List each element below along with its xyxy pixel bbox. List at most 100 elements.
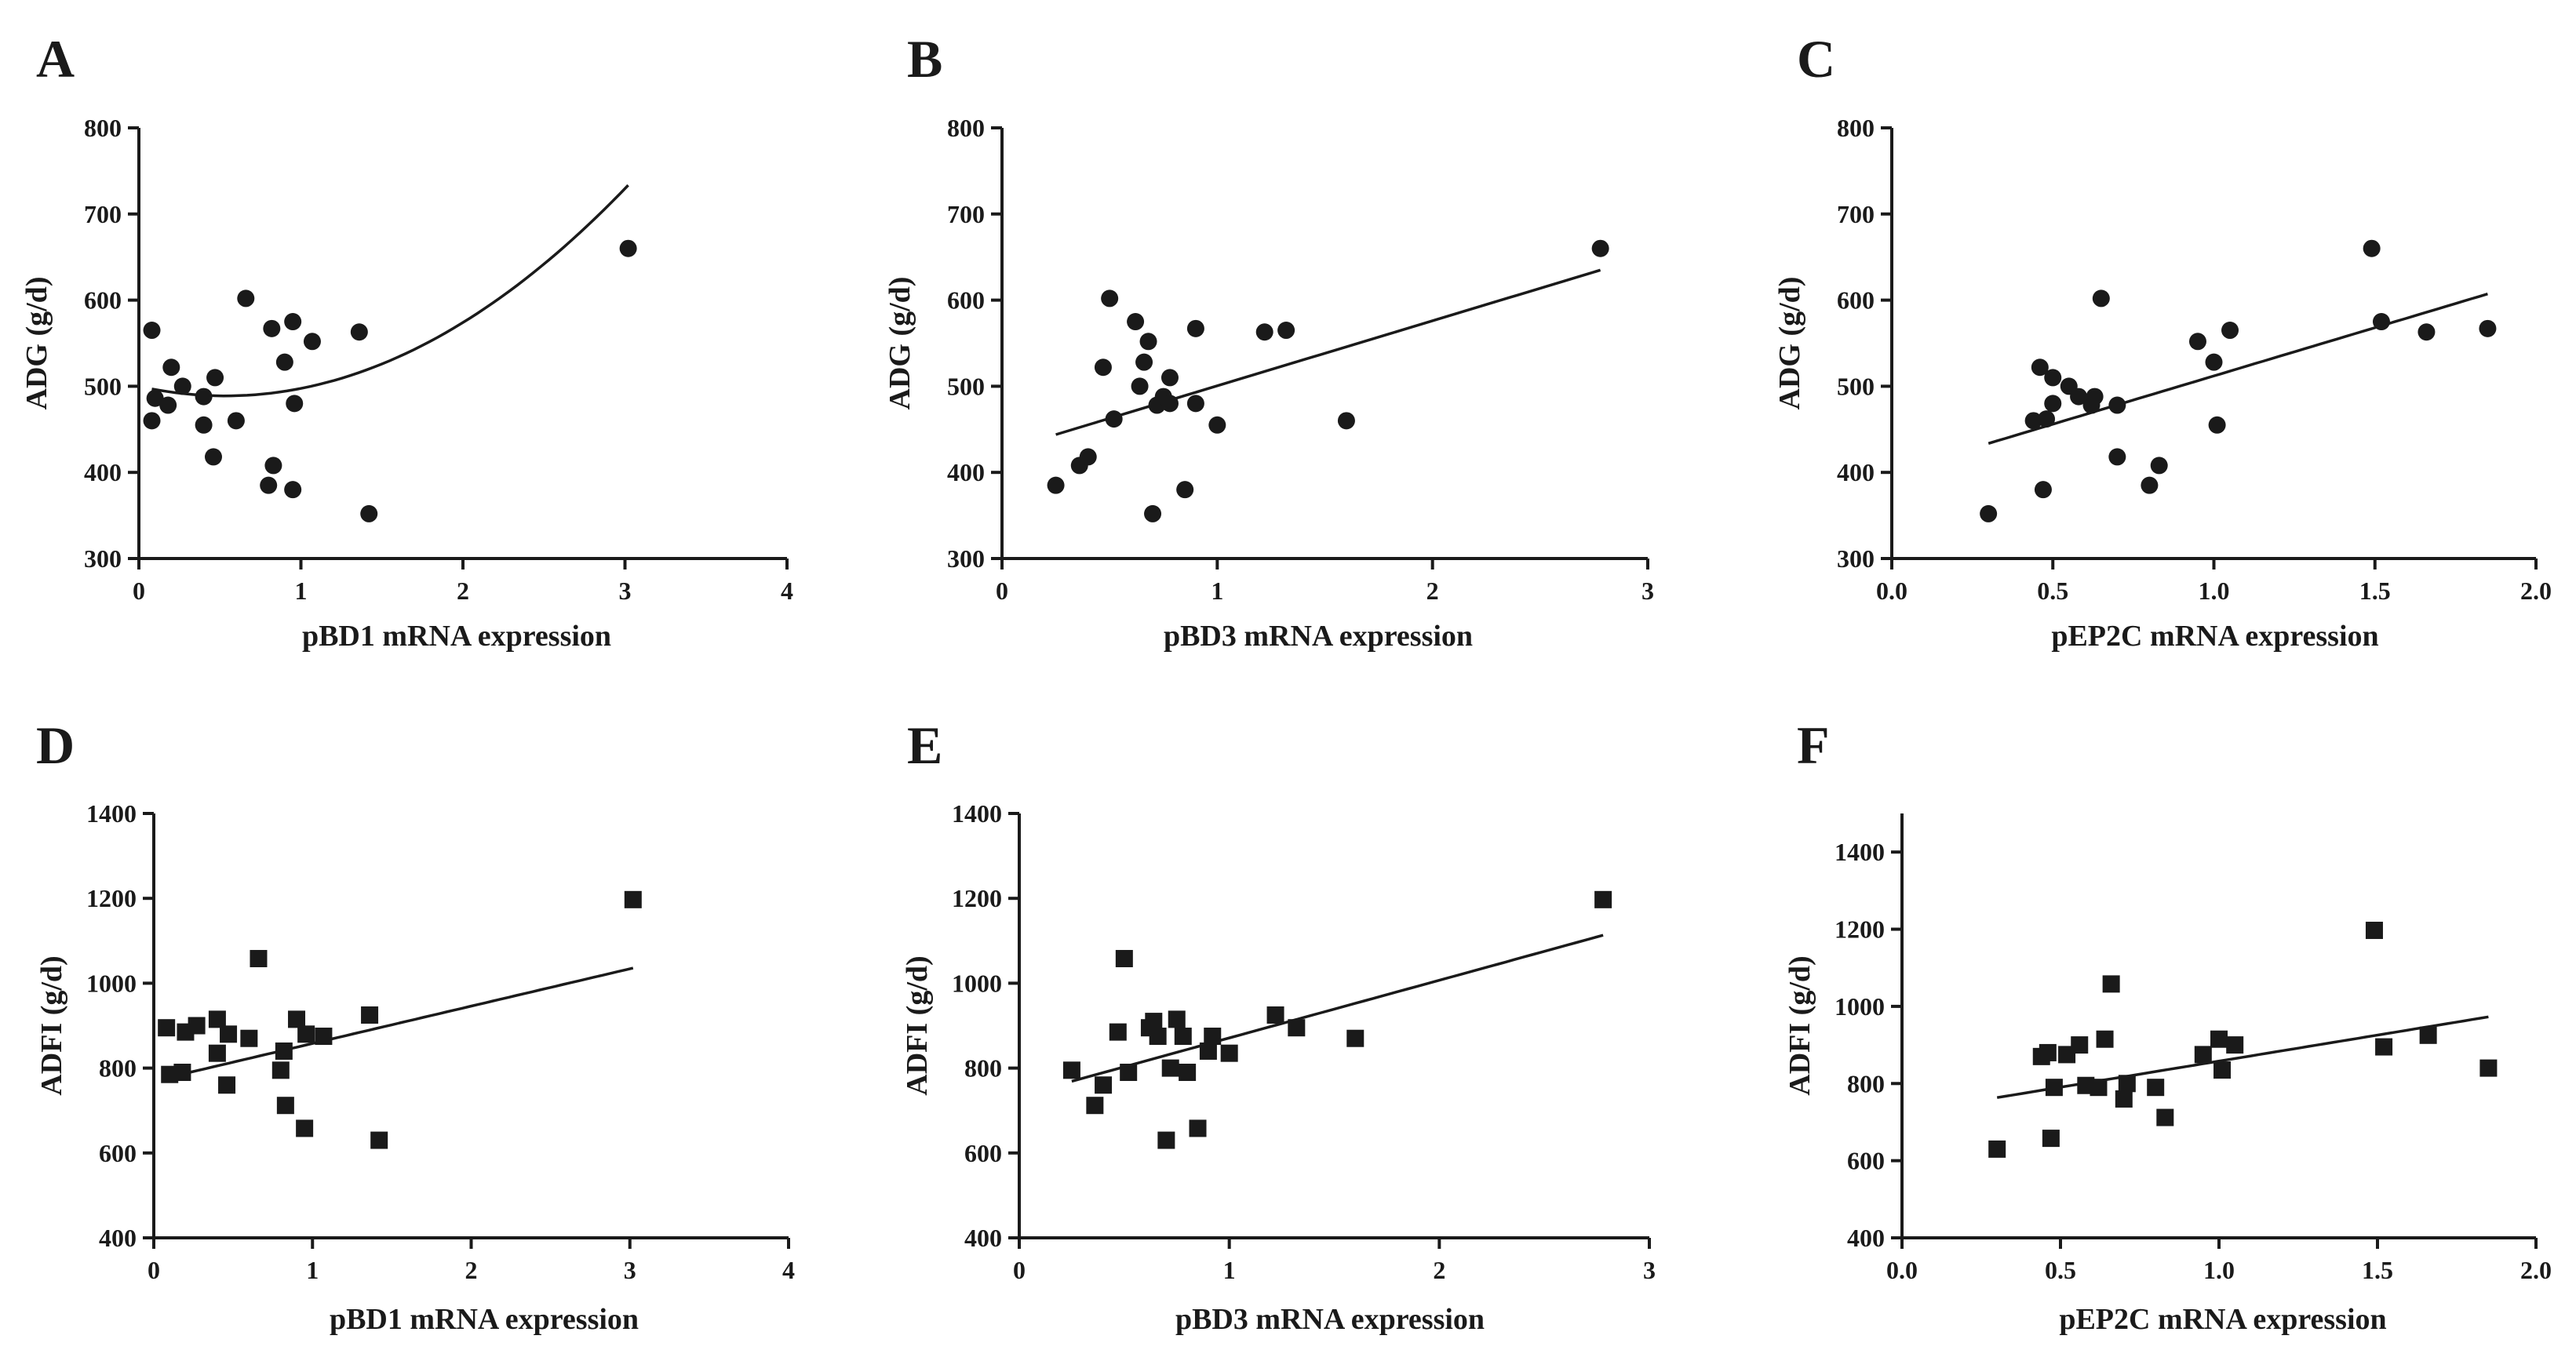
data-point bbox=[1160, 369, 1179, 387]
data-point bbox=[208, 1044, 226, 1062]
data-point bbox=[2096, 1030, 2114, 1048]
regression-line bbox=[1071, 933, 1604, 1083]
data-point bbox=[297, 1025, 315, 1043]
data-point bbox=[206, 369, 224, 387]
x-tick-label: 2 bbox=[465, 1256, 478, 1284]
regression-line bbox=[166, 966, 634, 1079]
x-tick-label: 3 bbox=[1641, 577, 1654, 605]
data-point bbox=[1980, 504, 1998, 522]
x-tick-label: 1.5 bbox=[2362, 1256, 2393, 1284]
y-tick-label: 300 bbox=[947, 544, 985, 573]
data-point bbox=[143, 322, 161, 340]
x-axis-title: pBD3 mRNA expression bbox=[1175, 1303, 1485, 1336]
x-tick-label: 2 bbox=[1426, 577, 1439, 605]
y-axis-title: ADFI (g/d) bbox=[1784, 955, 1816, 1095]
data-point bbox=[1277, 322, 1295, 340]
y-tick-label: 400 bbox=[964, 1224, 1002, 1252]
data-point bbox=[1145, 1013, 1163, 1031]
y-tick-label: 400 bbox=[947, 458, 985, 486]
data-point bbox=[195, 388, 213, 406]
data-point bbox=[1199, 1042, 1217, 1060]
data-point bbox=[1120, 1064, 1138, 1082]
y-tick-label: 600 bbox=[84, 286, 122, 315]
data-point bbox=[1591, 239, 1609, 257]
data-point bbox=[2221, 322, 2239, 340]
y-tick-label: 500 bbox=[1837, 372, 1875, 400]
data-point bbox=[227, 412, 245, 430]
data-point bbox=[1176, 481, 1194, 499]
data-point bbox=[1149, 1028, 1167, 1046]
y-tick-label: 300 bbox=[1837, 544, 1875, 573]
data-point bbox=[370, 1131, 388, 1149]
x-tick-label: 1 bbox=[1211, 577, 1223, 605]
y-tick-label: 400 bbox=[1847, 1224, 1885, 1252]
x-tick-label: 3 bbox=[624, 1256, 636, 1284]
y-axis-title: ADG (g/d) bbox=[884, 277, 916, 410]
data-point bbox=[2031, 358, 2049, 377]
data-point bbox=[2102, 975, 2120, 993]
data-point bbox=[1105, 410, 1123, 428]
y-tick-label: 700 bbox=[1837, 200, 1875, 228]
data-point bbox=[275, 1042, 293, 1060]
data-point bbox=[2213, 1061, 2232, 1079]
data-point bbox=[286, 395, 304, 413]
data-point bbox=[1594, 890, 1612, 908]
data-point bbox=[2034, 481, 2052, 499]
data-point bbox=[361, 1006, 379, 1024]
y-tick-label: 400 bbox=[1837, 458, 1875, 486]
data-point bbox=[2150, 457, 2168, 475]
x-axis-title: pBD1 mRNA expression bbox=[302, 620, 611, 653]
x-axis-title: pBD1 mRNA expression bbox=[330, 1303, 639, 1336]
data-point bbox=[2363, 239, 2381, 257]
y-tick-label: 1000 bbox=[952, 969, 1002, 997]
data-point bbox=[303, 333, 321, 351]
data-point bbox=[360, 504, 378, 522]
y-tick-label: 700 bbox=[947, 200, 985, 228]
panel-f: F 400 600 800 1000 1200 1400 0.0 0.5 1.0 1.5 2.0 pEP… bbox=[1784, 715, 2552, 1336]
data-point bbox=[1115, 950, 1133, 968]
data-point bbox=[264, 457, 282, 475]
panel-letter: E bbox=[907, 715, 942, 775]
y-tick-label: 800 bbox=[947, 114, 985, 142]
data-point bbox=[2118, 1075, 2136, 1093]
y-tick-label: 500 bbox=[947, 372, 985, 400]
y-tick-label: 1000 bbox=[1835, 992, 1885, 1021]
x-tick-label: 0.0 bbox=[1886, 1256, 1918, 1284]
data-point bbox=[1186, 395, 1204, 413]
data-point bbox=[2479, 319, 2497, 337]
data-point bbox=[2044, 369, 2062, 387]
y-tick-label: 1400 bbox=[952, 799, 1002, 828]
x-tick-label: 2.0 bbox=[2520, 1256, 2552, 1284]
y-tick-label: 1000 bbox=[86, 969, 137, 997]
data-point bbox=[315, 1028, 333, 1046]
data-point bbox=[1131, 377, 1149, 395]
panel-letter: D bbox=[36, 715, 75, 775]
data-point bbox=[2156, 1108, 2174, 1126]
data-point bbox=[204, 448, 222, 466]
x-tick-label: 2 bbox=[1433, 1256, 1445, 1284]
data-point bbox=[1255, 323, 1273, 341]
data-point bbox=[2092, 289, 2110, 307]
y-tick-label: 800 bbox=[84, 114, 122, 142]
x-tick-label: 0.0 bbox=[1876, 577, 1907, 605]
y-tick-label: 1200 bbox=[952, 884, 1002, 912]
regression-line bbox=[1988, 293, 2488, 445]
data-point bbox=[2038, 410, 2056, 428]
x-tick-label: 0 bbox=[996, 577, 1008, 605]
data-point bbox=[1101, 289, 1119, 307]
y-tick-label: 600 bbox=[1837, 286, 1875, 315]
data-point bbox=[2479, 1059, 2498, 1077]
y-tick-label: 600 bbox=[1847, 1147, 1885, 1175]
data-point bbox=[2090, 1079, 2108, 1097]
data-point bbox=[146, 389, 164, 407]
data-point bbox=[1174, 1028, 1192, 1046]
y-tick-label: 300 bbox=[84, 544, 122, 573]
x-axis-title: pEP2C mRNA expression bbox=[2059, 1303, 2386, 1336]
data-point bbox=[1127, 313, 1145, 331]
x-tick-label: 0.5 bbox=[2037, 577, 2068, 605]
x-tick-label: 0.5 bbox=[2045, 1256, 2076, 1284]
data-point bbox=[2039, 1043, 2057, 1061]
y-tick-label: 500 bbox=[84, 372, 122, 400]
y-tick-label: 600 bbox=[947, 286, 985, 315]
